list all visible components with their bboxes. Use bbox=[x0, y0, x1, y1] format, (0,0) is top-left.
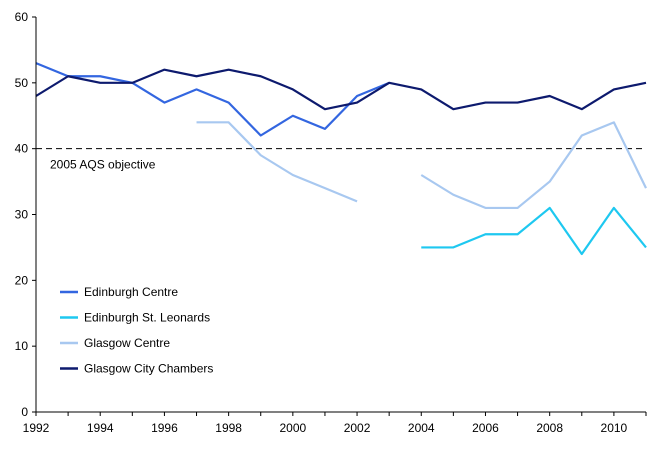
series-lines bbox=[35, 62, 647, 256]
series-line-glasgow-centre bbox=[420, 121, 647, 210]
x-tick-label: 2002 bbox=[344, 421, 371, 435]
x-tick-label: 2004 bbox=[408, 421, 435, 435]
series-line-glasgow-city-chambers bbox=[35, 68, 647, 111]
y-tick-label: 10 bbox=[15, 339, 29, 353]
y-tick-label: 30 bbox=[15, 208, 29, 222]
y-tick-label: 60 bbox=[15, 10, 29, 24]
series-line-edinburgh-st-leonards bbox=[421, 206, 647, 256]
x-tick-label: 1998 bbox=[215, 421, 242, 435]
x-tick-label: 1996 bbox=[151, 421, 178, 435]
x-tick-label: 2010 bbox=[601, 421, 628, 435]
legend-label: Glasgow City Chambers bbox=[84, 362, 213, 376]
y-tick-label: 50 bbox=[15, 76, 29, 90]
x-tick-label: 1992 bbox=[23, 421, 50, 435]
y-tick-label: 20 bbox=[15, 273, 29, 287]
aqs-objective-label: 2005 AQS objective bbox=[50, 158, 156, 172]
legend-label: Glasgow Centre bbox=[84, 336, 170, 350]
x-tick-label: 2006 bbox=[472, 421, 499, 435]
x-tick-label: 2000 bbox=[279, 421, 306, 435]
legend-label: Edinburgh St. Leonards bbox=[84, 311, 210, 325]
axes: 0 10 20 30 40 50 60 1992 1994 1996 1998 2000 2002 200… bbox=[15, 10, 647, 435]
series-line-glasgow-centre bbox=[196, 121, 358, 203]
x-tick-label: 1994 bbox=[87, 421, 114, 435]
series-line-edinburgh-centre bbox=[35, 62, 390, 137]
y-tick-label: 40 bbox=[15, 142, 29, 156]
x-tick-label: 2008 bbox=[536, 421, 563, 435]
reference-line-group: 2005 AQS objective bbox=[36, 148, 646, 172]
y-tick-label: 0 bbox=[21, 405, 28, 419]
legend-label: Edinburgh Centre bbox=[84, 285, 178, 299]
legend: Edinburgh Centre Edinburgh St. Leonards Gl… bbox=[60, 285, 213, 376]
